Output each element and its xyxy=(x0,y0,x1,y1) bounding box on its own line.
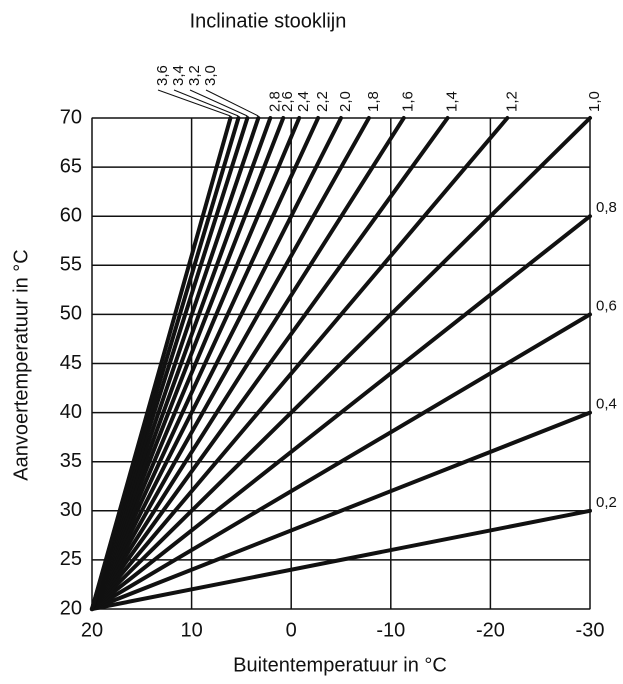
series-line xyxy=(90,508,592,611)
y-tick-label: 25 xyxy=(60,548,82,570)
series-line xyxy=(90,116,371,611)
series-label: 1,0 xyxy=(586,91,603,112)
series-line xyxy=(90,116,286,611)
series-line xyxy=(90,116,233,611)
y-tick-label: 50 xyxy=(60,303,82,325)
series-label: 3,2 xyxy=(186,65,203,86)
leader-line xyxy=(189,89,248,117)
series-label: 2,4 xyxy=(295,91,312,112)
series-label: 3,4 xyxy=(170,65,187,86)
series-line xyxy=(90,116,302,611)
series-label: 1,4 xyxy=(444,91,461,112)
x-tick-label: -20 xyxy=(476,619,505,641)
series-line xyxy=(90,410,592,611)
y-tick-label: 55 xyxy=(60,254,82,276)
leader-line xyxy=(157,89,231,117)
x-tick-label: -30 xyxy=(576,619,605,641)
leader-line xyxy=(173,89,239,117)
series-line xyxy=(90,214,592,611)
series-label: 2,8 xyxy=(266,91,283,112)
y-tick-label: 40 xyxy=(60,401,82,423)
series-label: 0,6 xyxy=(596,297,617,314)
x-tick-label: 0 xyxy=(286,619,297,641)
y-tick-label: 30 xyxy=(60,499,82,521)
series-label: 0,2 xyxy=(596,494,617,511)
series-label: 0,8 xyxy=(596,199,617,216)
series-label: 1,2 xyxy=(503,91,520,112)
series-label: 0,4 xyxy=(596,396,617,413)
series-line xyxy=(90,312,592,611)
series-line xyxy=(90,116,592,611)
series-label: 3,0 xyxy=(202,65,219,86)
x-tick-label: 20 xyxy=(81,619,103,641)
y-tick-label: 60 xyxy=(60,204,82,226)
x-tick-label: 10 xyxy=(180,619,202,641)
y-tick-label: 65 xyxy=(60,155,82,177)
y-tick-label: 35 xyxy=(60,450,82,472)
y-axis-title: Aanvoertemperatuur in °C xyxy=(10,249,32,480)
series-label: 2,6 xyxy=(279,91,296,112)
leader-line xyxy=(205,89,259,117)
series-label: 2,2 xyxy=(314,91,331,112)
series-label: 3,6 xyxy=(154,65,171,86)
series-label: 1,8 xyxy=(365,91,382,112)
series-line xyxy=(90,116,406,611)
y-tick-label: 70 xyxy=(60,106,82,128)
chart-title: Inclinatie stooklijn xyxy=(190,10,347,32)
series-label: 1,6 xyxy=(400,91,417,112)
x-axis-title: Buitentemperatuur in °C xyxy=(233,654,447,676)
y-tick-label: 20 xyxy=(60,597,82,619)
series-line xyxy=(90,116,343,611)
series-label: 2,0 xyxy=(337,91,354,112)
series-line xyxy=(90,116,510,611)
x-tick-label: -10 xyxy=(376,619,405,641)
series-line xyxy=(90,116,321,611)
series-line xyxy=(90,116,450,611)
y-tick-label: 45 xyxy=(60,352,82,374)
